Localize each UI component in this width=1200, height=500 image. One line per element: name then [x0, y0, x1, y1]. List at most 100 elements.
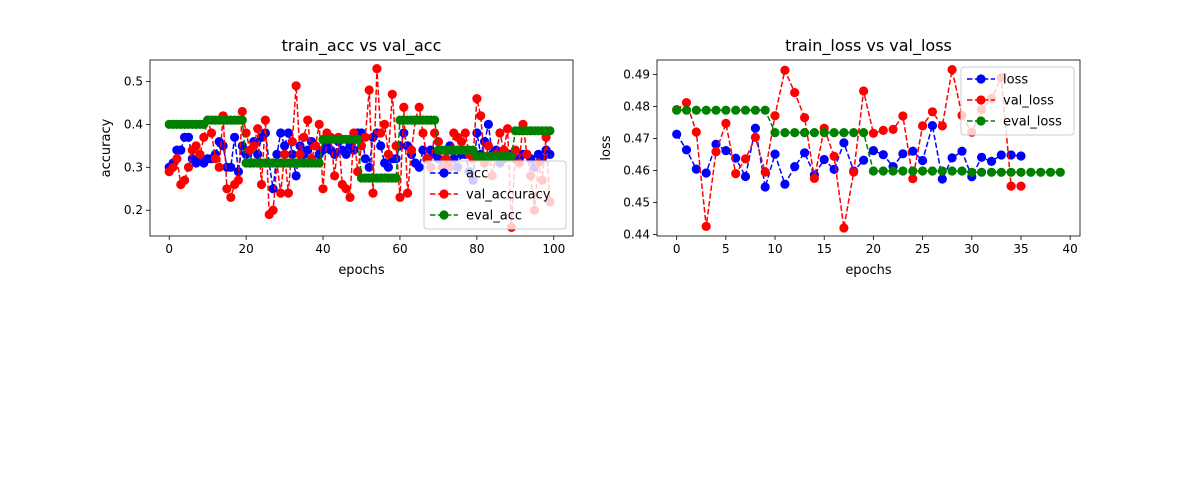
data-point [168, 162, 178, 172]
data-point [314, 119, 324, 129]
data-point [391, 141, 401, 151]
data-point [819, 154, 829, 165]
legend-marker [976, 74, 986, 84]
data-point [360, 154, 370, 164]
axes-frame [149, 59, 574, 237]
data-point [731, 105, 741, 115]
data-point [314, 158, 324, 168]
data-point [372, 64, 382, 74]
data-point [760, 105, 770, 115]
data-point [330, 149, 340, 159]
data-point [1016, 151, 1026, 161]
data-point [353, 134, 363, 144]
data-point [472, 94, 482, 104]
data-point [918, 155, 928, 166]
data-point [888, 166, 898, 176]
data-point [849, 167, 859, 177]
y-tick-label: 0.3 [124, 160, 143, 174]
data-point [191, 141, 201, 151]
x-tick-label: 100 [542, 242, 565, 256]
data-point [839, 223, 849, 233]
data-point [800, 113, 810, 123]
data-point [878, 166, 888, 176]
y-tick-label: 0.46 [623, 163, 650, 177]
x-tick-label: 0 [165, 242, 173, 256]
data-point [460, 128, 470, 138]
x-tick-label: 40 [1063, 242, 1078, 256]
data-point [472, 128, 482, 138]
chart-title: train_acc vs val_acc [282, 36, 442, 56]
data-point [937, 166, 947, 176]
data-point [790, 128, 800, 138]
x-tick-label: 20 [866, 242, 881, 256]
data-point [364, 85, 374, 95]
data-point [829, 128, 839, 138]
legend-item-eval_acc: eval_acc [430, 209, 522, 224]
axes-frame [656, 59, 1081, 237]
data-point [721, 146, 731, 156]
data-point [878, 125, 888, 135]
data-point [233, 167, 243, 177]
legend: loss val_loss eval_loss [960, 66, 1075, 136]
data-point [210, 154, 220, 164]
legend-label: val_accuracy [466, 188, 551, 203]
data-point [503, 124, 513, 134]
data-point [878, 150, 888, 160]
data-point [283, 128, 293, 138]
data-point [418, 128, 428, 138]
data-point [1045, 167, 1056, 177]
data-point [341, 184, 351, 194]
y-tick-label: 0.44 [623, 227, 650, 241]
data-point [380, 119, 390, 129]
data-point [701, 168, 711, 178]
data-point [898, 166, 908, 176]
data-point [839, 128, 849, 138]
x-axis-label: epochs [338, 263, 385, 278]
data-point [222, 184, 232, 194]
data-point [233, 175, 243, 185]
data-point [391, 173, 401, 183]
data-point [268, 205, 278, 215]
data-point [395, 192, 405, 202]
data-point [206, 128, 217, 138]
data-point [226, 162, 236, 172]
data-point [740, 171, 751, 182]
data-point [1055, 167, 1065, 177]
data-point [740, 154, 751, 164]
data-point [433, 137, 443, 147]
data-point [230, 132, 240, 142]
legend-box [423, 160, 567, 230]
data-point [721, 105, 731, 115]
data-point [780, 65, 790, 75]
x-tick-label: 15 [817, 242, 832, 256]
data-point [253, 124, 263, 134]
data-point [341, 149, 351, 159]
y-tick-label: 0.4 [124, 117, 143, 131]
data-point [681, 105, 692, 115]
data-point [681, 145, 692, 155]
data-point [731, 169, 741, 179]
data-point [506, 152, 517, 162]
data-point [986, 167, 997, 177]
data-point [522, 149, 532, 159]
data-point [1006, 181, 1016, 191]
data-point [280, 141, 290, 151]
data-point [291, 171, 301, 181]
data-point [183, 132, 194, 142]
data-point [750, 123, 761, 133]
data-point [214, 162, 224, 172]
data-point [376, 141, 386, 151]
y-axis-label: accuracy [99, 118, 114, 177]
data-point [287, 149, 297, 159]
data-point [1016, 167, 1026, 177]
x-tick-label: 60 [392, 242, 407, 256]
data-point [260, 115, 270, 125]
data-point [957, 146, 967, 156]
data-point [809, 128, 820, 138]
data-point [957, 166, 967, 176]
data-point [430, 115, 440, 125]
data-point [276, 188, 286, 198]
data-point [701, 221, 711, 231]
data-point [770, 111, 780, 121]
data-point [391, 154, 401, 164]
